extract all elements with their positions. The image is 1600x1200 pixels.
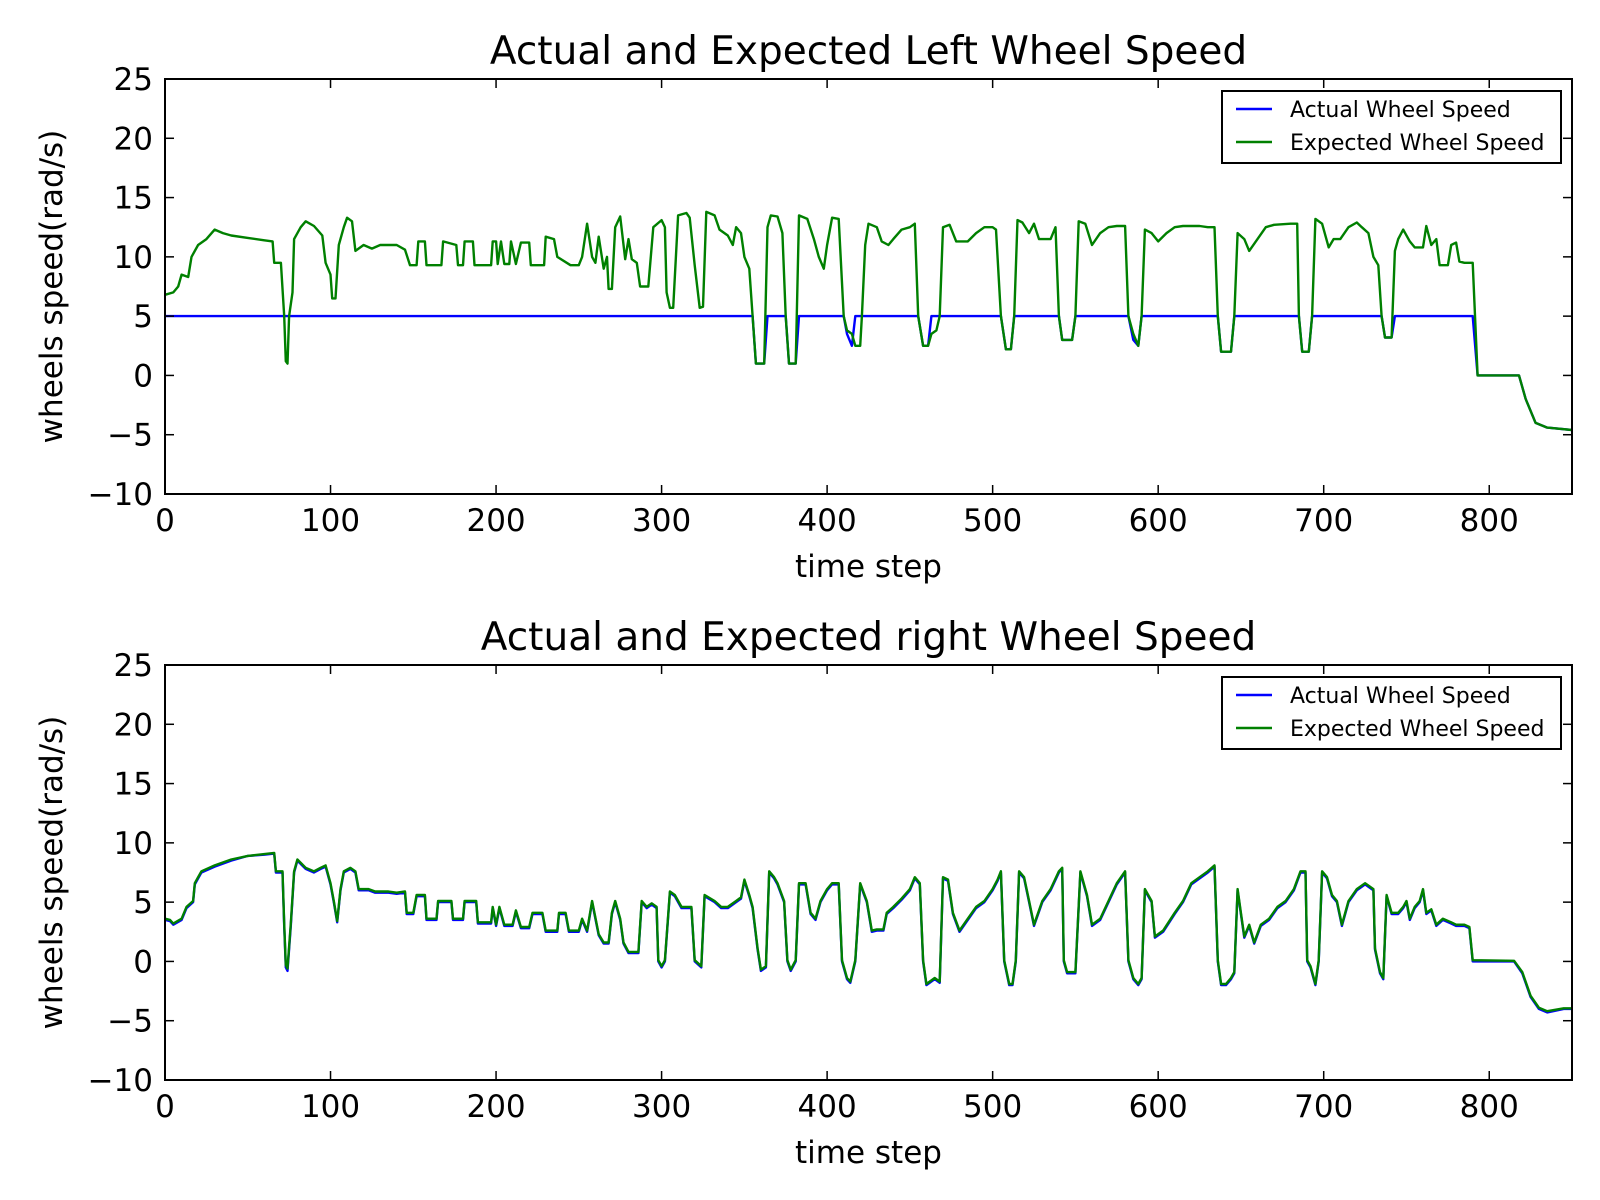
legend-box (1221, 676, 1562, 750)
y-tick-label: 5 (133, 299, 153, 335)
legend-label-expected: Expected Wheel Speed (1290, 131, 1544, 156)
chart-title: Actual and Expected right Wheel Speed (481, 615, 1257, 660)
legend: Actual Wheel Speed Expected Wheel Speed (1221, 676, 1562, 750)
x-tick-label: 400 (798, 503, 857, 539)
y-axis-label: wheels speed(rad/s) (34, 716, 70, 1030)
y-tick-label: −5 (107, 418, 153, 454)
y-tick-label: −5 (107, 1004, 153, 1040)
x-tick-label: 600 (1129, 503, 1188, 539)
y-tick-label: 5 (133, 885, 153, 921)
x-tick-label: 200 (466, 1089, 525, 1125)
x-tick-label: 400 (798, 1089, 857, 1125)
x-tick-label: 100 (301, 1089, 360, 1125)
x-tick-label: 500 (963, 1089, 1022, 1125)
x-tick-label: 100 (301, 503, 360, 539)
plot-frame (164, 664, 1573, 1081)
right-wheel-panel: 0 100 200 300 400 500 600 700 800 −10 −5 0 5 10 15 20 25… (34, 615, 1573, 1171)
y-tick-label: 20 (114, 121, 153, 157)
y-tick-label: 0 (133, 358, 153, 394)
plot-frame (164, 78, 1573, 495)
x-tick-label: 800 (1460, 503, 1519, 539)
x-tick-label: 700 (1294, 1089, 1353, 1125)
x-tick-label: 300 (632, 1089, 691, 1125)
x-tick-label: 200 (466, 503, 525, 539)
y-tick-label: 10 (114, 240, 153, 276)
y-tick-label: 15 (114, 181, 153, 217)
x-tick-label: 0 (155, 503, 175, 539)
series-line-expected (165, 851, 1572, 1013)
x-axis-label: time step (795, 1135, 942, 1171)
x-axis-label: time step (795, 549, 942, 585)
y-tick-label: 0 (133, 944, 153, 980)
y-tick-label: 25 (114, 648, 153, 684)
x-tick-label: 800 (1460, 1089, 1519, 1125)
chart-title: Actual and Expected Left Wheel Speed (490, 29, 1247, 74)
legend-box (1221, 90, 1562, 164)
y-tick-label: −10 (88, 477, 153, 513)
legend: Actual Wheel Speed Expected Wheel Speed (1221, 90, 1562, 164)
y-tick-label: 25 (114, 62, 153, 98)
x-tick-label: 600 (1129, 1089, 1188, 1125)
series-line-expected (165, 210, 1572, 432)
x-tick-label: 500 (963, 503, 1022, 539)
y-tick-label: −10 (88, 1063, 153, 1099)
y-tick-label: 15 (114, 767, 153, 803)
x-tick-label: 300 (632, 503, 691, 539)
y-tick-label: 10 (114, 826, 153, 862)
y-tick-label: 20 (114, 707, 153, 743)
x-tick-label: 700 (1294, 503, 1353, 539)
legend-label-actual: Actual Wheel Speed (1290, 684, 1511, 709)
legend-label-expected: Expected Wheel Speed (1290, 717, 1544, 742)
y-axis-label: wheels speed(rad/s) (34, 130, 70, 444)
x-tick-label: 0 (155, 1089, 175, 1125)
legend-label-actual: Actual Wheel Speed (1290, 98, 1511, 123)
left-wheel-panel: 0 100 200 300 400 500 600 700 800 −10 −5 0 5 10 15 20 25… (34, 29, 1573, 585)
